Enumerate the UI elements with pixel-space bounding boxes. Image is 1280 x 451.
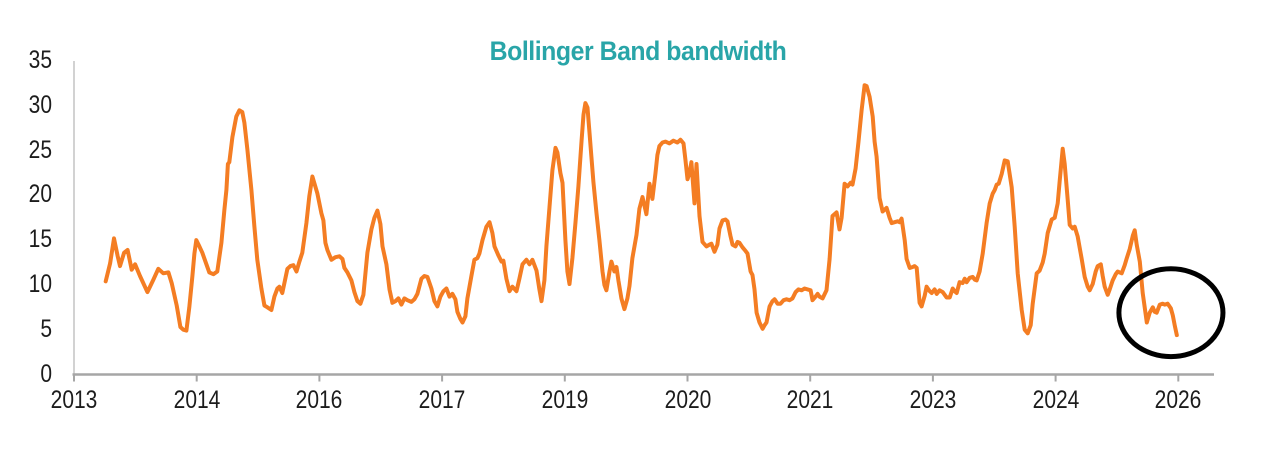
x-axis-label-2024: 2024 <box>1032 386 1079 414</box>
x-axis-label-2013: 2013 <box>50 386 98 414</box>
y-axis-label-35: 35 <box>28 46 52 74</box>
x-axis-label-2020: 2020 <box>664 386 711 414</box>
highlight-circle-annotation <box>1116 266 1226 360</box>
x-axis-label-2019: 2019 <box>541 386 589 414</box>
y-axis-label-0: 0 <box>40 359 52 388</box>
y-axis-label-15: 15 <box>28 225 52 254</box>
y-axis-label-30: 30 <box>28 90 52 119</box>
y-axis-label-20: 20 <box>28 180 52 209</box>
x-axis-label-2021: 2021 <box>786 386 834 414</box>
y-axis-label-10: 10 <box>28 269 52 298</box>
x-axis-label-2016: 2016 <box>296 386 343 414</box>
x-axis-label-2023: 2023 <box>909 386 957 414</box>
x-axis-label-2017: 2017 <box>418 386 466 414</box>
x-axis-label-2014: 2014 <box>173 386 221 414</box>
chart-title: Bollinger Band bandwidth <box>489 36 787 66</box>
y-axis-label-25: 25 <box>28 135 52 164</box>
x-axis-label-2026: 2026 <box>1154 386 1202 414</box>
bandwidth-line-series <box>103 83 1179 338</box>
y-axis-label-5: 5 <box>40 314 52 343</box>
